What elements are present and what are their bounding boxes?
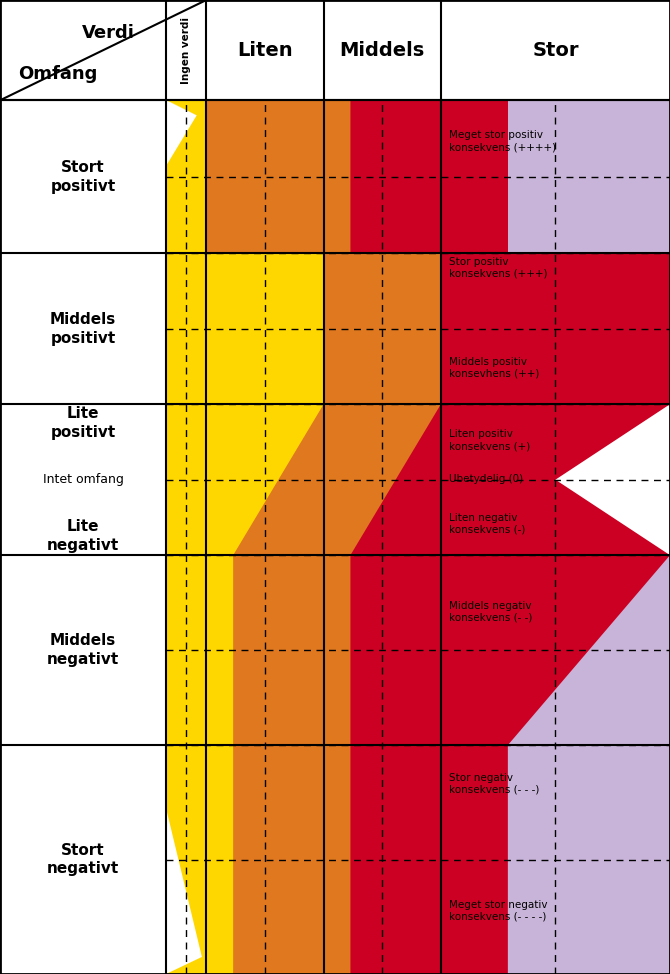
Polygon shape <box>206 100 441 555</box>
Polygon shape <box>166 955 206 974</box>
Text: Ingen verdi: Ingen verdi <box>182 17 191 84</box>
Polygon shape <box>233 404 441 974</box>
Text: Meget stor negativ
konsekvens (- - - -): Meget stor negativ konsekvens (- - - -) <box>449 900 547 921</box>
Text: Liten negativ
konsekvens (-): Liten negativ konsekvens (-) <box>449 513 525 535</box>
Text: Middels
negativt: Middels negativt <box>47 633 119 667</box>
Polygon shape <box>508 100 670 253</box>
Text: Middels: Middels <box>340 41 425 59</box>
Text: Omfang: Omfang <box>19 65 98 83</box>
Text: Lite
positivt: Lite positivt <box>50 406 116 440</box>
Text: Lite
negativt: Lite negativt <box>47 519 119 553</box>
Polygon shape <box>508 555 670 974</box>
Text: Intet omfang: Intet omfang <box>43 473 123 486</box>
Text: Verdi: Verdi <box>82 24 135 42</box>
Text: Liten: Liten <box>237 41 293 59</box>
Text: Stor positiv
konsekvens (+++): Stor positiv konsekvens (+++) <box>449 257 547 279</box>
Polygon shape <box>233 100 441 555</box>
Text: Meget stor positiv
konsekvens (++++): Meget stor positiv konsekvens (++++) <box>449 131 556 152</box>
Text: Stor: Stor <box>532 41 579 59</box>
Polygon shape <box>350 404 670 974</box>
Text: Middels
positivt: Middels positivt <box>50 312 116 346</box>
Text: Ubetydelig (0): Ubetydelig (0) <box>449 474 523 484</box>
Text: Middels negativ
konsekvens (- -): Middels negativ konsekvens (- -) <box>449 601 532 622</box>
Text: Middels positiv
konsevhens (++): Middels positiv konsevhens (++) <box>449 357 539 379</box>
Text: Stor negativ
konsekvens (- - -): Stor negativ konsekvens (- - -) <box>449 773 539 795</box>
Polygon shape <box>166 100 324 555</box>
Text: Stort
negativt: Stort negativt <box>47 843 119 877</box>
Bar <box>166 100 670 974</box>
Polygon shape <box>350 100 670 555</box>
Polygon shape <box>166 404 324 974</box>
Text: Stort
positivt: Stort positivt <box>50 160 116 194</box>
Text: Liten positiv
konsekvens (+): Liten positiv konsekvens (+) <box>449 430 530 451</box>
Polygon shape <box>166 100 206 120</box>
